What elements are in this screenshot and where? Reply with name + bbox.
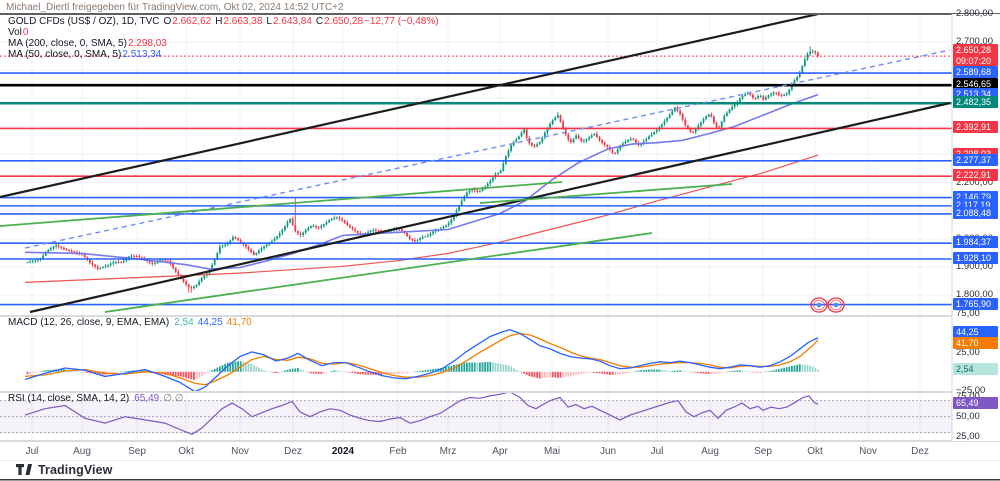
rsi-axis-label: 25,00 <box>956 430 980 442</box>
price-level-badge: 2.277,37 <box>953 153 998 166</box>
macd-label[interactable]: MACD (12, 26, close, 9, EMA, EMA) <box>8 317 170 328</box>
macd-pane[interactable] <box>24 329 819 392</box>
rsi-value: 65,49 <box>134 393 160 404</box>
time-axis-label: Sep <box>754 446 772 457</box>
price-level-badge: 2.482,35 <box>953 96 998 109</box>
volume-label[interactable]: Vol <box>8 27 22 38</box>
symbol-title[interactable]: GOLD CFDs (US$ / OZ), 1D, TVC <box>8 16 160 27</box>
rsi-value-badge: 65,49 <box>953 397 998 410</box>
time-axis-label: Sep <box>128 446 146 457</box>
trendlines <box>0 15 951 314</box>
time-axis-label: Aug <box>73 446 91 457</box>
macd-signal-value: 41,70 <box>226 317 252 328</box>
macd-value-badge: 41,70 <box>953 336 998 349</box>
time-axis-label: Jul <box>25 446 39 457</box>
change-value: −12,77 (−0,48%) <box>364 16 439 27</box>
circle-annotation[interactable] <box>810 297 828 313</box>
open-label: O <box>163 16 172 27</box>
low-value: 2.643,84 <box>272 16 312 27</box>
time-axis-label: Nov <box>859 446 877 457</box>
price-axis-label: 1.900,00 <box>956 260 993 272</box>
price-pane[interactable] <box>0 10 952 314</box>
price-level-badge: 1.928,10 <box>953 252 998 264</box>
candles <box>26 46 819 293</box>
ma200-value: 2.298,03 <box>127 38 167 49</box>
rsi-empty-values: ∅ ∅ <box>163 393 184 404</box>
price-level-badge: 1.984,37 <box>953 236 998 249</box>
rsi-legend[interactable]: RSI (14, close, SMA, 14, 2) 65,49 ∅ ∅ <box>8 394 183 404</box>
time-axis-label: Dez <box>911 446 929 457</box>
symbol-title-row: GOLD CFDs (US$ / OZ), 1D, TVC O2.662,62 H2… <box>8 17 439 27</box>
price-level-badge: 1.765,90 <box>953 297 998 310</box>
time-axis-label: Aug <box>701 446 719 457</box>
share-watermark: Michael_Diertl freigegeben für TradingVi… <box>6 2 344 13</box>
price-axis-label: 2.700,00 <box>956 36 993 48</box>
time-axis-label: Dez <box>284 446 302 457</box>
rsi-pane[interactable] <box>0 392 952 435</box>
ma200-row: MA (200, close, 0, SMA, 5)2.298,03 <box>8 39 439 49</box>
macd-axis-label: 25,00 <box>956 346 980 358</box>
symbol-legend[interactable]: GOLD CFDs (US$ / OZ), 1D, TVC O2.662,62 H2… <box>8 17 439 61</box>
tradingview-logo-icon <box>16 463 32 475</box>
time-axis-label: Nov <box>231 446 249 457</box>
time-axis-label: Apr <box>492 446 508 457</box>
rsi-label[interactable]: RSI (14, close, SMA, 14, 2) <box>8 393 130 404</box>
macd-axis-label: 75,00 <box>956 308 980 320</box>
ma50-value: 2.513,34 <box>122 49 162 60</box>
ma200-line <box>24 154 819 283</box>
open-value: 2.662,62 <box>172 16 212 27</box>
tradingview-logo-text[interactable]: TradingView <box>38 463 113 477</box>
macd-axis-label: −25,00 <box>956 384 986 396</box>
macd-legend[interactable]: MACD (12, 26, close, 9, EMA, EMA) 2,54 44,… <box>8 318 252 328</box>
circle-annotation[interactable] <box>827 297 845 313</box>
time-axis-label: Jun <box>599 446 617 457</box>
time-axis-label: Mai <box>543 446 561 457</box>
time-axis-label: Okt <box>178 446 194 457</box>
gridlines <box>0 13 952 441</box>
macd-value-badge: 2,54 <box>953 362 998 375</box>
close-label: C <box>315 16 324 27</box>
ma50-row: MA (50, close, 0, SMA, 5)2.513,34 <box>8 50 439 60</box>
macd-main-line <box>24 329 819 391</box>
ma50-label[interactable]: MA (50, close, 0, SMA, 5) <box>8 49 122 60</box>
price-axis-label: 2.200,00 <box>956 176 993 188</box>
time-axis-label: Feb <box>389 446 407 457</box>
rsi-axis-label: 50,00 <box>956 410 980 422</box>
macd-signal-line <box>24 332 819 386</box>
time-axis-label: 2024 <box>331 446 355 457</box>
high-value: 2.663,38 <box>223 16 263 27</box>
price-axis-label: 2.800,00 <box>956 8 993 19</box>
price-level-badge: 2.222,91 <box>953 169 998 182</box>
volume-value: 0 <box>22 27 29 38</box>
rsi-line <box>24 393 819 435</box>
rsi-axis-label: 75,00 <box>956 390 980 402</box>
price-level-badge: 2.392,91 <box>953 121 998 134</box>
macd-hist-value: 2,54 <box>174 317 194 328</box>
high-label: H <box>215 16 223 27</box>
time-axis-label: Jul <box>650 446 664 457</box>
price-axis-label: 1.800,00 <box>956 289 993 300</box>
footer: TradingView <box>0 461 1000 479</box>
macd-line-value: 44,25 <box>197 317 223 328</box>
close-value: 2.650,28 <box>324 16 364 27</box>
price-level-badge: 2.088,48 <box>953 206 998 219</box>
time-axis-label: Mrz <box>439 446 457 457</box>
low-label: L <box>266 16 272 27</box>
price-level-badge: 2.589,68 <box>953 66 998 79</box>
countdown-timer: 09:07:20 <box>956 56 992 67</box>
volume-row: Vol0 <box>8 28 439 38</box>
ma200-label[interactable]: MA (200, close, 0, SMA, 5) <box>8 38 127 49</box>
price-level-badge: 2.546,65 <box>953 78 998 91</box>
time-axis-label: Okt <box>807 446 823 457</box>
macd-value-badge: 44,25 <box>953 325 998 338</box>
last-price-badge: 2.650,28 09:07:20 <box>953 44 998 67</box>
